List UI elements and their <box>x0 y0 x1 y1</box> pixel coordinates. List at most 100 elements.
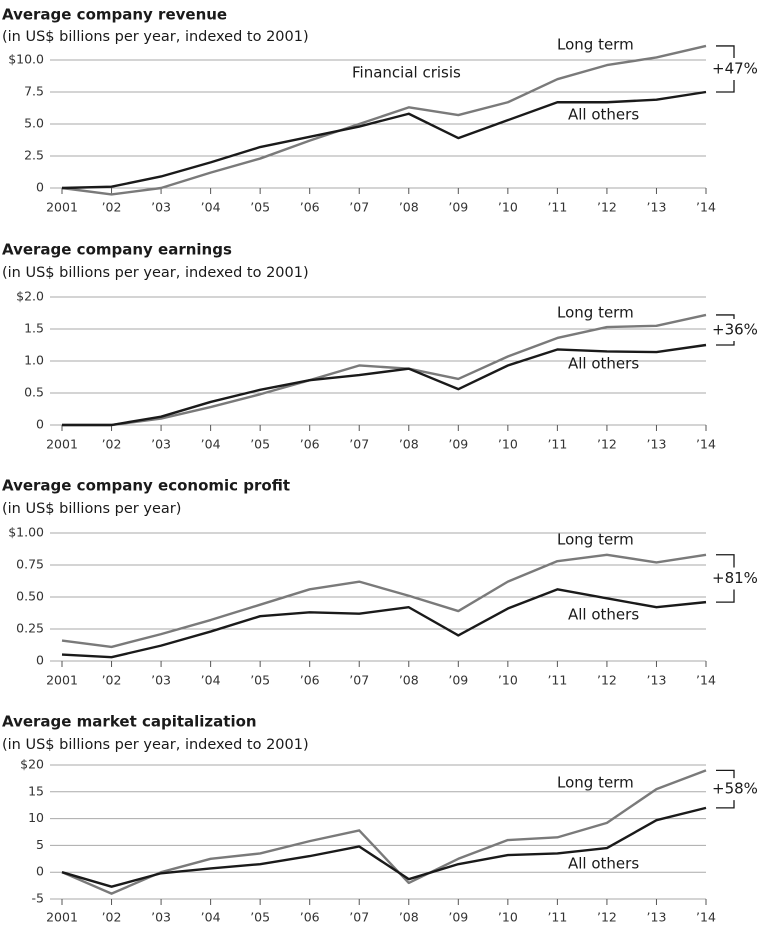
y-tick-label: 1.5 <box>24 321 44 336</box>
y-tick-label: 0 <box>36 653 44 668</box>
chart-subtitle: (in US$ billions per year, indexed to 20… <box>2 737 309 753</box>
bracket <box>716 45 735 93</box>
x-tick-label: 2001 <box>46 200 78 215</box>
y-tick-label: -5 <box>32 891 44 906</box>
series-line <box>61 806 707 888</box>
x-tick-label: ’13 <box>647 910 667 925</box>
chart-title: Average market capitalization <box>2 713 257 731</box>
bracket <box>716 769 735 809</box>
y-tick-label: 0.5 <box>24 385 44 400</box>
x-tick-label: ’09 <box>448 910 468 925</box>
chart-subtitle: (in US$ billions per year, indexed to 20… <box>2 29 309 45</box>
x-tick-label: ’09 <box>448 200 468 215</box>
y-tick-label: $1.00 <box>8 525 44 540</box>
series-label: Long term <box>557 304 634 322</box>
x-tick-label: ’14 <box>696 673 716 688</box>
x-tick-label: ’06 <box>300 437 320 452</box>
x-tick-label: ’07 <box>349 437 369 452</box>
series-label: All others <box>568 606 639 624</box>
y-tick-label: $2.0 <box>16 289 44 304</box>
x-tick-label: ’11 <box>547 200 567 215</box>
series-label: All others <box>568 106 639 124</box>
x-tick-label: ’03 <box>151 673 171 688</box>
series-line <box>62 343 707 427</box>
x-tick-label: 2001 <box>46 910 78 925</box>
y-tick-label: 0 <box>36 864 44 879</box>
change-label: +36% <box>712 320 758 338</box>
x-tick-label: ’14 <box>696 437 716 452</box>
series-line <box>61 588 707 659</box>
x-tick-label: ’08 <box>399 910 419 925</box>
x-tick-label: ’10 <box>498 673 518 688</box>
x-tick-label: ’08 <box>399 673 419 688</box>
x-tick-label: ’05 <box>250 910 270 925</box>
y-tick-label: 0.50 <box>16 589 44 604</box>
x-tick-label: ’03 <box>151 910 171 925</box>
x-tick-label: ’07 <box>349 910 369 925</box>
x-tick-label: ’04 <box>201 910 221 925</box>
x-tick-label: ’10 <box>498 910 518 925</box>
x-tick-label: ’02 <box>102 910 122 925</box>
series-label: All others <box>568 855 639 873</box>
x-tick-label: ’05 <box>250 673 270 688</box>
y-tick-label: 10 <box>28 810 44 825</box>
y-tick-label: 0 <box>36 417 44 432</box>
x-tick-label: ’11 <box>547 437 567 452</box>
chart-subtitle: (in US$ billions per year, indexed to 20… <box>2 265 309 281</box>
y-tick-label: 0.75 <box>16 557 44 572</box>
bracket <box>716 314 735 346</box>
series-label: Long term <box>557 36 634 54</box>
x-tick-label: ’13 <box>647 437 667 452</box>
x-tick-label: ’05 <box>250 437 270 452</box>
y-tick-label: 0 <box>36 180 44 195</box>
y-tick-label: 2.5 <box>24 148 44 163</box>
x-tick-label: ’11 <box>547 910 567 925</box>
x-tick-label: ’02 <box>102 437 122 452</box>
y-tick-label: $20 <box>20 757 44 772</box>
x-tick-label: ’06 <box>300 200 320 215</box>
y-tick-label: 15 <box>28 783 44 798</box>
x-tick-label: ’12 <box>597 200 617 215</box>
series-line <box>61 769 707 895</box>
x-tick-label: ’12 <box>597 437 617 452</box>
x-tick-label: ’09 <box>448 673 468 688</box>
change-label: +81% <box>712 569 758 587</box>
y-tick-label: 5.0 <box>24 116 44 131</box>
series-label: Long term <box>557 531 634 549</box>
x-tick-label: ’02 <box>102 673 122 688</box>
x-tick-label: ’14 <box>696 200 716 215</box>
x-tick-label: ’03 <box>151 200 171 215</box>
bracket <box>716 554 735 603</box>
series-line <box>61 553 707 649</box>
x-tick-label: ’06 <box>300 910 320 925</box>
chart-title: Average company earnings <box>2 241 232 259</box>
chart-subtitle: (in US$ billions per year) <box>2 501 181 517</box>
x-tick-label: ’13 <box>647 673 667 688</box>
change-label: +58% <box>712 780 758 798</box>
change-label: +47% <box>712 59 758 77</box>
series-label: Long term <box>557 774 634 792</box>
annotation: Financial crisis <box>352 64 461 82</box>
x-tick-label: ’07 <box>349 673 369 688</box>
x-tick-label: ’06 <box>300 673 320 688</box>
x-tick-label: ’08 <box>399 200 419 215</box>
x-tick-label: ’03 <box>151 437 171 452</box>
x-tick-label: ’11 <box>547 673 567 688</box>
x-tick-label: ’04 <box>201 200 221 215</box>
x-tick-label: ’04 <box>201 673 221 688</box>
chart-title: Average company economic profit <box>2 477 290 495</box>
x-tick-label: ’12 <box>597 910 617 925</box>
y-tick-label: 5 <box>36 837 44 852</box>
x-tick-label: 2001 <box>46 437 78 452</box>
x-tick-label: ’13 <box>647 200 667 215</box>
x-tick-label: ’08 <box>399 437 419 452</box>
x-tick-label: ’02 <box>102 200 122 215</box>
series-line <box>61 44 707 196</box>
x-tick-label: ’09 <box>448 437 468 452</box>
x-tick-label: ’12 <box>597 673 617 688</box>
x-tick-label: ’05 <box>250 200 270 215</box>
y-tick-label: $10.0 <box>8 52 44 67</box>
y-tick-label: 7.5 <box>24 84 44 99</box>
x-tick-label: ’04 <box>201 437 221 452</box>
